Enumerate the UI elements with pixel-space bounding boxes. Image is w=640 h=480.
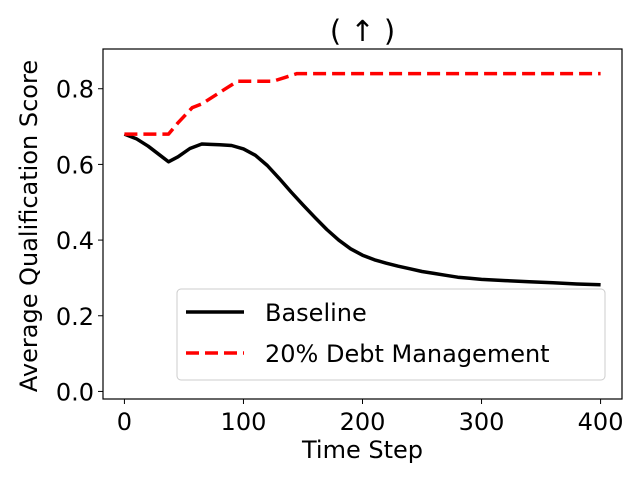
y-tick-label: 0.6: [56, 151, 94, 179]
x-tick-label: 300: [459, 408, 505, 436]
legend-box: [176, 288, 606, 381]
y-tick-label: 0.2: [56, 303, 94, 331]
y-axis-label: Average Qualification Score: [15, 60, 43, 392]
legend-label-baseline: Baseline: [265, 299, 367, 327]
y-axis: 0.0 0.2 0.4 0.6 0.8: [56, 76, 103, 406]
legend-label-debt-management: 20% Debt Management: [265, 340, 550, 368]
y-tick-label: 0.4: [56, 227, 94, 255]
x-tick-label: 100: [221, 408, 267, 436]
series-line-debt-management: [124, 71, 601, 136]
y-tick-label: 0.0: [56, 378, 94, 406]
series-line-baseline: [123, 132, 601, 287]
x-axis-label: Time Step: [301, 436, 423, 464]
x-tick-label: 400: [578, 408, 624, 436]
plot-area: [123, 71, 601, 287]
chart-title: ( ↑ ): [330, 14, 395, 48]
x-tick-label: 200: [340, 408, 386, 436]
x-tick-label: 0: [117, 408, 132, 436]
y-tick-label: 0.8: [56, 76, 94, 104]
legend: Baseline 20% Debt Management: [176, 288, 606, 381]
x-axis: 0 100 200 300 400: [117, 399, 624, 436]
